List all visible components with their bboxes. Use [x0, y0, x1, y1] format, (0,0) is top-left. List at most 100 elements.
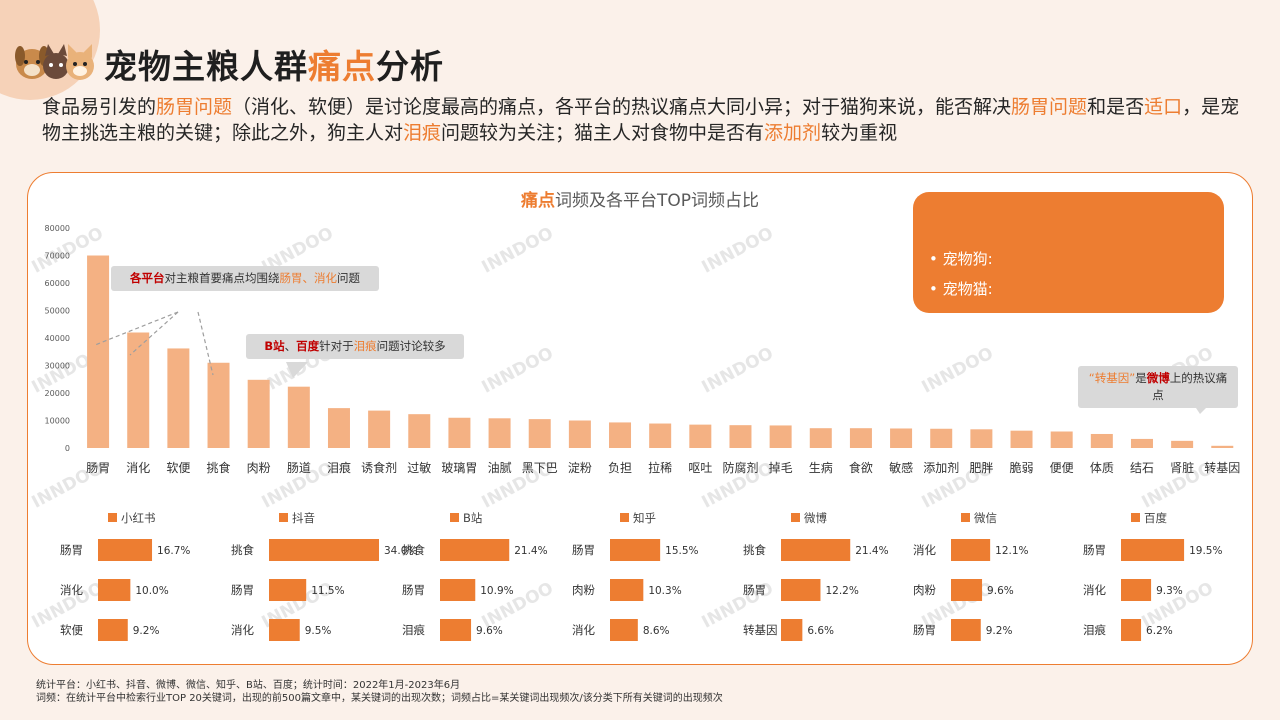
legend-label: 微博 [804, 511, 827, 525]
main-bar [890, 428, 913, 448]
x-tick-label: 油腻 [488, 461, 512, 475]
x-tick-label: 结石 [1130, 461, 1154, 475]
intro-highlight: 添加剂 [764, 122, 822, 144]
platform-category-label: 软便 [60, 623, 83, 637]
platform-category-label: 挑食 [743, 543, 766, 557]
callout-segment: 针对于 [319, 339, 354, 353]
pets-logo-icon [15, 44, 94, 80]
x-tick-label: 体质 [1090, 461, 1114, 475]
intro-highlight: 泪痕 [403, 122, 442, 144]
x-tick-label: 泪痕 [327, 460, 351, 475]
main-bar [609, 422, 632, 448]
callout-segment: 是 [1135, 371, 1147, 385]
platform-bar [269, 579, 307, 601]
intro-text: （消化、软便）是讨论度最高的痛点，各平台的热议痛点大同小异；对于猫狗来说，能否解… [232, 96, 1012, 118]
legend-swatch [791, 513, 800, 522]
platform-value-label: 9.3% [1156, 585, 1183, 597]
callout-segment: 百度 [296, 339, 320, 353]
platform-value-label: 12.2% [825, 585, 858, 597]
x-tick-label: 转基因 [1204, 460, 1240, 475]
platform-category-label: 肠胃 [743, 583, 766, 597]
legend-swatch [1131, 513, 1140, 522]
x-tick-label: 防腐剂 [722, 460, 758, 475]
platform-value-label: 21.4% [514, 545, 547, 557]
platform-value-label: 9.2% [986, 625, 1013, 637]
x-tick-label: 挑食 [207, 460, 231, 475]
platform-category-label: 消化 [572, 623, 595, 637]
watermark-text: INNDOO [699, 343, 777, 397]
platform-value-label: 15.5% [665, 545, 698, 557]
platform-bar [951, 579, 983, 601]
x-tick-label: 肉粉 [247, 461, 271, 475]
x-tick-label: 添加剂 [923, 460, 959, 475]
platform-bar [98, 619, 128, 641]
platform-bar [440, 539, 510, 561]
platform-category-label: 挑食 [231, 543, 254, 557]
platform-value-label: 11.5% [311, 585, 344, 597]
main-bar [87, 255, 110, 448]
platform-bar [269, 539, 379, 561]
y-tick-label: 20000 [45, 389, 70, 398]
platform-value-label: 10.0% [135, 585, 168, 597]
callout-gmo: “转基因”是微博上的热议痛点 [1078, 366, 1238, 408]
x-tick-label: 肠胃 [86, 461, 110, 475]
main-bar [1130, 438, 1153, 448]
callout-arrow-line [94, 311, 179, 346]
main-bar [849, 428, 872, 448]
legend-swatch [620, 513, 629, 522]
page-title: 宠物主粮人群痛点分析 [104, 47, 444, 86]
main-bar [1211, 445, 1234, 448]
callout-arrow-line [197, 311, 214, 376]
callout-segment: “转基因” [1088, 371, 1136, 385]
main-bar [528, 419, 551, 448]
platform-category-label: 消化 [1083, 583, 1106, 597]
watermark-text: INNDOO [479, 343, 557, 397]
platform-bar [1121, 539, 1185, 561]
platform-value-label: 9.5% [305, 625, 332, 637]
legend-label: 小红书 [121, 511, 156, 525]
platform-bar [98, 579, 131, 601]
platform-category-label: 消化 [913, 543, 936, 557]
dog-label: • 宠物狗: [929, 250, 993, 268]
platform-value-label: 10.9% [480, 585, 513, 597]
main-bar [1171, 440, 1194, 448]
main-bar [1050, 431, 1073, 448]
platform-bar [610, 619, 638, 641]
platform-bar [781, 579, 821, 601]
platform-value-label: 34.0% [384, 545, 417, 557]
main-bar [689, 424, 712, 448]
platform-category-label: 肠胃 [60, 543, 83, 557]
callout-stomach: 各平台对主粮首要痛点均围绕肠胃、消化问题 [111, 266, 379, 291]
footnote-platforms: 统计平台：小红书、抖音、微博、微信、知乎、B站、百度；统计时间：2022年1月-… [36, 680, 461, 691]
legend-label: 百度 [1144, 511, 1167, 525]
cat-label: • 宠物猫: [929, 280, 993, 298]
y-tick-label: 60000 [45, 279, 70, 288]
platform-bar [98, 539, 153, 561]
callout-segment: 对主粮首要痛点均围绕 [164, 271, 280, 285]
x-tick-label: 肾脏 [1170, 460, 1194, 475]
platform-category-label: 泪痕 [402, 623, 425, 637]
platform-bar [440, 619, 472, 641]
main-bar [488, 418, 511, 448]
callout-arrow-line [129, 311, 179, 356]
platform-value-label: 10.3% [648, 585, 681, 597]
main-bar [1090, 433, 1113, 448]
main-bar [448, 417, 471, 448]
platform-category-label: 转基因 [743, 623, 778, 637]
platform-bar [610, 539, 661, 561]
intro-paragraph: 食品易引发的肠胃问题（消化、软便）是讨论度最高的痛点，各平台的热议痛点大同小异；… [42, 94, 1242, 146]
intro-text: 较为重视 [821, 122, 898, 144]
main-bar [327, 408, 350, 448]
main-bar [207, 362, 230, 448]
callout-segment: 各平台 [130, 271, 165, 285]
platform-bar [269, 619, 300, 641]
main-bar [408, 414, 431, 448]
platform-value-label: 8.6% [643, 625, 670, 637]
callout-segment: 问题讨论较多 [376, 339, 446, 353]
platform-bar [951, 539, 991, 561]
x-tick-label: 拉稀 [648, 460, 672, 475]
main-bar [970, 429, 993, 448]
y-tick-label: 40000 [45, 334, 70, 343]
platform-value-label: 9.2% [133, 625, 160, 637]
